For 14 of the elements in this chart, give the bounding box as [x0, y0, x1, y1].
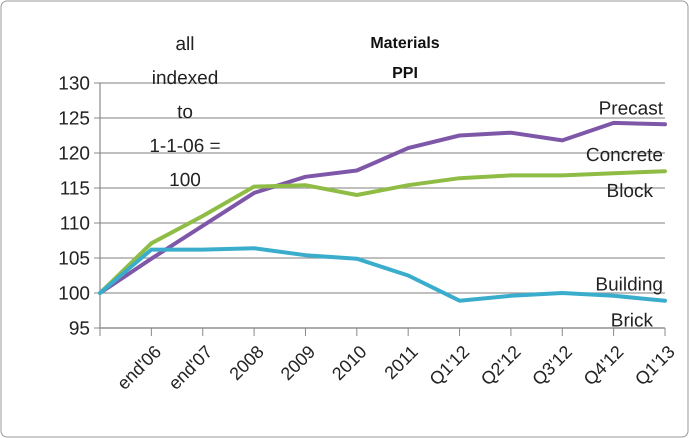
y-tick-label: 100 — [58, 284, 90, 305]
y-tick-label: 105 — [58, 248, 90, 270]
annotation: all indexed to 1-1-06 = 100 — [149, 34, 221, 191]
chart-title: Materials PPI — [370, 35, 440, 82]
y-tick-label: 110 — [60, 214, 90, 235]
y-tick-label: 130 — [58, 74, 90, 95]
series-label: Precast — [598, 98, 664, 120]
line-series — [98, 246, 667, 303]
y-tick-label: 95 — [68, 318, 90, 340]
y-tick-label: 120 — [58, 144, 90, 165]
y-tick-label: 115 — [60, 178, 90, 200]
series-label: Concrete Block — [586, 145, 663, 202]
y-tick-label: 125 — [58, 108, 90, 130]
series-label: Building Brick — [595, 274, 663, 332]
